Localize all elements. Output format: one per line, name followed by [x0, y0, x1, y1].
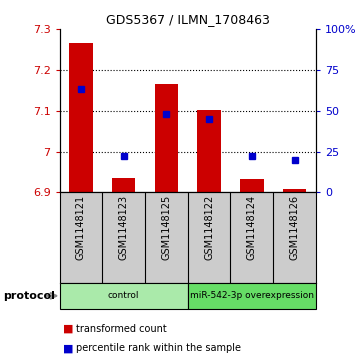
Text: percentile rank within the sample: percentile rank within the sample [76, 343, 241, 354]
Bar [188, 283, 316, 309]
Title: GDS5367 / ILMN_1708463: GDS5367 / ILMN_1708463 [106, 13, 270, 26]
Text: GSM1148123: GSM1148123 [119, 195, 129, 260]
Bar [240, 179, 264, 192]
Bar [69, 43, 93, 192]
Bar [197, 110, 221, 192]
Text: GSM1148124: GSM1148124 [247, 195, 257, 260]
Text: protocol: protocol [4, 291, 56, 301]
Text: GSM1148122: GSM1148122 [204, 195, 214, 260]
Bar [60, 283, 188, 309]
Text: control: control [108, 291, 139, 300]
Text: GSM1148125: GSM1148125 [161, 195, 171, 260]
Text: transformed count: transformed count [76, 323, 166, 334]
Bar [155, 84, 178, 192]
Text: ■: ■ [63, 323, 74, 334]
Text: ■: ■ [63, 343, 74, 354]
Bar [283, 189, 306, 192]
Bar [112, 178, 135, 192]
Text: miR-542-3p overexpression: miR-542-3p overexpression [190, 291, 314, 300]
Text: GSM1148121: GSM1148121 [76, 195, 86, 260]
Text: GSM1148126: GSM1148126 [290, 195, 300, 260]
